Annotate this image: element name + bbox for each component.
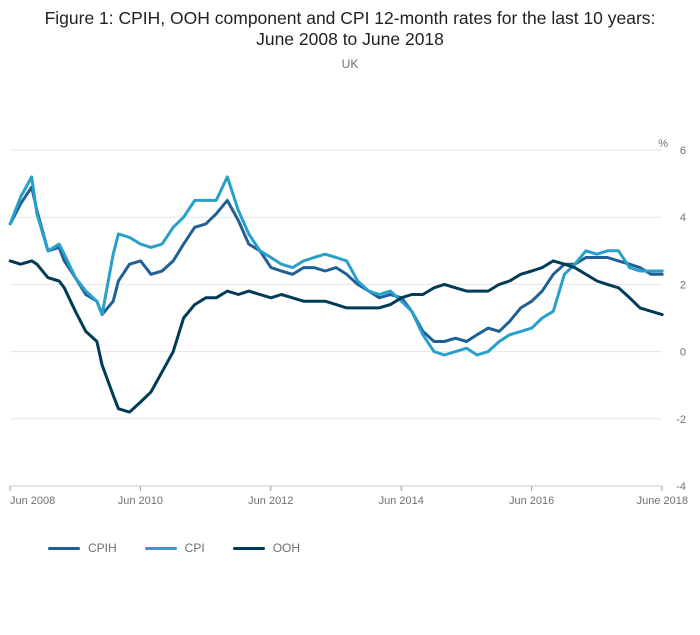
y-axis-unit-label: % <box>658 138 668 150</box>
x-axis-ticks: Jun 2008 Jun 2010 Jun 2012 Jun 2014 Jun 2016… <box>9 486 688 507</box>
legend-item-cpih[interactable]: CPIH <box>48 541 117 555</box>
chart-subtitle: UK <box>341 57 359 71</box>
x-tick-label: Jun 2016 <box>509 495 554 507</box>
x-tick-label: Jun 2008 <box>10 495 55 507</box>
legend: CPIH CPI OOH <box>48 541 300 555</box>
y-tick-label: 4 <box>680 212 686 224</box>
x-tick-label: Jun 2012 <box>248 495 293 507</box>
y-tick-label: -4 <box>676 481 686 493</box>
legend-label: OOH <box>272 541 301 555</box>
legend-item-cpi[interactable]: CPI <box>144 541 205 555</box>
legend-swatch <box>144 546 177 550</box>
x-tick-label: Jun 2014 <box>379 495 424 507</box>
y-tick-label: 0 <box>680 347 686 359</box>
series-lines <box>8 175 664 414</box>
y-tick-label: 2 <box>680 279 686 291</box>
legend-swatch <box>48 546 80 550</box>
x-tick-label: June 2018 <box>637 495 688 507</box>
y-axis-ticks: 6 4 2 0 -2 -4 <box>676 145 686 493</box>
chart-title: Figure 1: CPIH, OOH component and CPI 12… <box>44 8 656 49</box>
legend-label: CPIH <box>88 541 117 555</box>
x-tick-label: Jun 2010 <box>118 495 163 507</box>
series-line-cpih <box>8 185 664 343</box>
legend-swatch <box>232 546 265 550</box>
legend-label: CPI <box>184 541 205 555</box>
gridlines <box>10 149 662 487</box>
y-tick-label: 6 <box>680 145 686 157</box>
series-line-ooh <box>8 259 664 414</box>
series-line-cpi <box>8 175 664 357</box>
legend-item-ooh[interactable]: OOH <box>232 541 301 555</box>
y-tick-label: -2 <box>676 414 686 426</box>
